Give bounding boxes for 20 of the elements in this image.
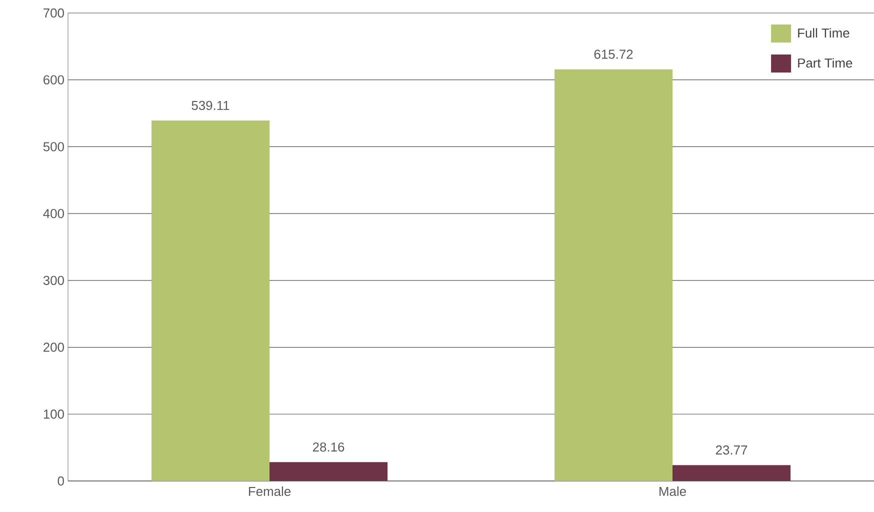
bar [554,69,673,481]
y-tick-label: 500 [43,142,64,152]
data-label: 23.77 [716,445,748,455]
y-tick-label: 0 [58,476,64,486]
data-label: 539.11 [192,100,230,110]
y-tick-label: 700 [44,8,64,18]
y-tick-label: 200 [44,342,64,352]
y-tick-label: 300 [43,276,64,285]
bar [672,465,791,481]
x-tick-label: Male [660,486,686,496]
legend-label: Part Time [798,58,852,68]
data-label: 615.72 [594,50,633,59]
x-tick-label: Female [248,486,291,496]
data-label: 28.16 [312,442,344,452]
legend-label: Full Time [798,28,850,38]
y-tick-label: 400 [43,208,64,218]
bar [152,120,270,481]
y-tick-label: 600 [44,75,64,84]
y-tick-label: 100 [44,410,64,419]
bar [270,462,388,481]
